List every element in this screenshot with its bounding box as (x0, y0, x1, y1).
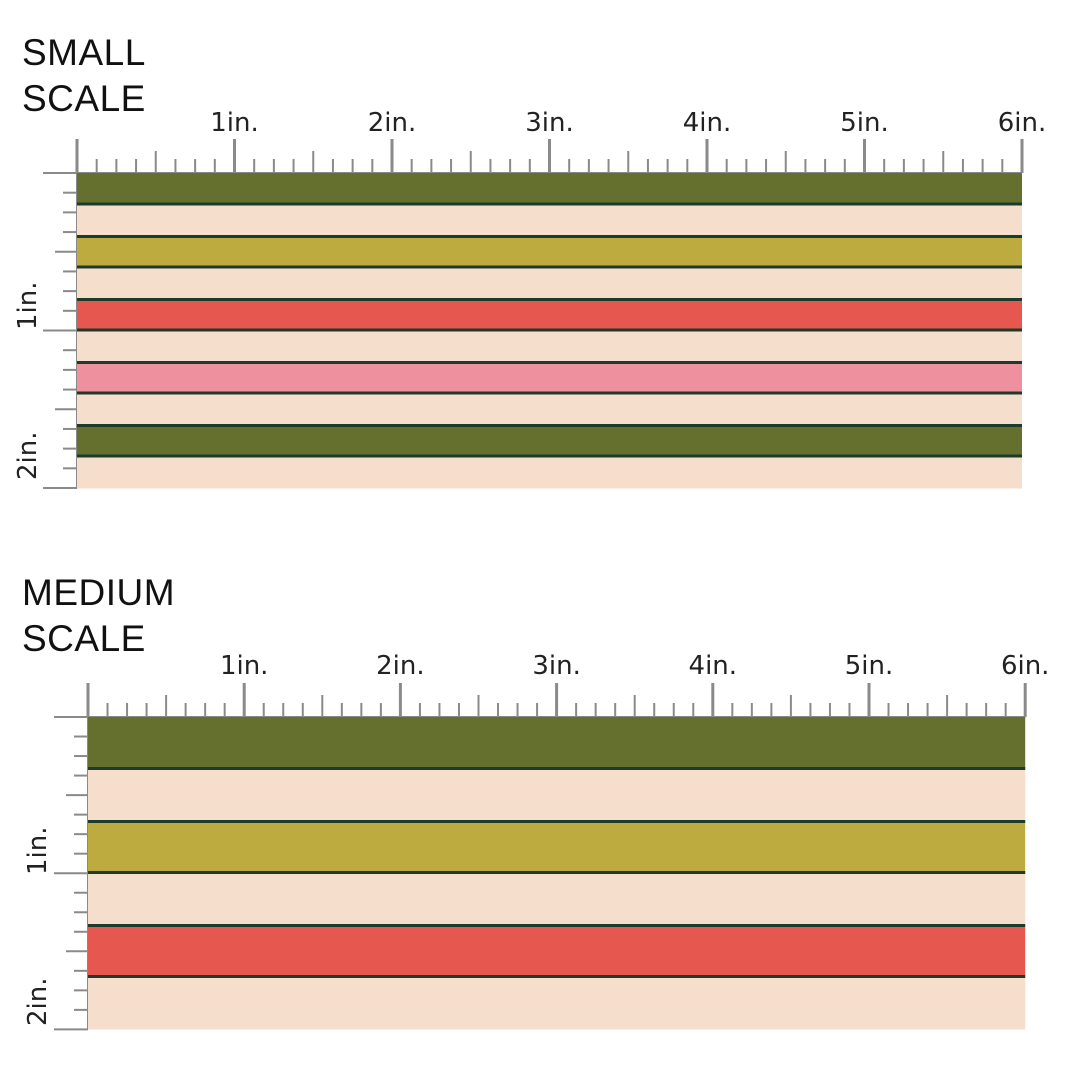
vertical-ruler-label-2in: 2in. (23, 977, 53, 1026)
pinstripe (77, 298, 1022, 301)
ruler-label-6in: 6in. (1001, 651, 1050, 681)
small-scale-title: SMALL SCALE (22, 32, 146, 119)
ruler-label-3in: 3in. (525, 108, 574, 138)
ruler-label-5in: 5in. (845, 651, 894, 681)
pinstripe (77, 202, 1022, 206)
stripe-cream (77, 267, 1022, 300)
pinstripe (88, 975, 1026, 978)
stripe-pink (77, 362, 1022, 394)
pinstripe (77, 328, 1022, 332)
stripe-cream (88, 769, 1026, 822)
stripe-cream (77, 456, 1022, 489)
vertical-ruler-label-1in: 1in. (13, 281, 43, 330)
pinstripe (88, 820, 1026, 823)
ruler-label-5in: 5in. (840, 108, 889, 138)
stripe-coral (88, 925, 1026, 978)
medium-scale-section: MEDIUM SCALE 1in. 2in. 3in. 4in. 5in. 6in. 1in… (0, 540, 1080, 1080)
medium-scale-swatch: 1in. 2in. 3in. 4in. 5in. 6in. 1in. 2in. (23, 651, 1050, 1031)
small-scale-section: SMALL SCALE 1in. 2in. 3in. 4in. 5in. 6in. 1in.… (13, 32, 1047, 489)
ruler-label-4in: 4in. (689, 651, 738, 681)
stripe-olive (77, 425, 1022, 457)
pinstripe (77, 454, 1022, 458)
stripe-mustard (88, 821, 1026, 874)
ruler-label-1in: 1in. (220, 651, 269, 681)
stripe-cream (77, 330, 1022, 363)
stripe-cream (77, 393, 1022, 426)
stripe-coral (77, 299, 1022, 331)
ruler-label-4in: 4in. (683, 108, 732, 138)
stripe-olive (88, 717, 1026, 770)
ruler-label-1in: 1in. (210, 108, 259, 138)
vertical-ruler-label-1in: 1in. (23, 826, 53, 875)
pinstripe (77, 265, 1022, 269)
pinstripe (88, 924, 1026, 927)
ruler-label-2in: 2in. (376, 651, 425, 681)
pinstripe (77, 361, 1022, 364)
ruler-label-6in: 6in. (998, 108, 1047, 138)
pinstripe (88, 871, 1026, 874)
pinstripe (77, 424, 1022, 427)
ruler-label-2in: 2in. (368, 108, 417, 138)
small-scale-swatch: 1in. 2in. 3in. 4in. 5in. 6in. 1in. 2in. (13, 108, 1047, 489)
pinstripe (77, 391, 1022, 395)
stripe-mustard (77, 236, 1022, 268)
stripe-cream (88, 873, 1026, 926)
vertical-ruler-label-2in: 2in. (13, 431, 43, 480)
pinstripe (77, 235, 1022, 238)
stripe-cream (88, 977, 1026, 1030)
pinstripe (88, 767, 1026, 770)
stripe-cream (77, 204, 1022, 237)
ruler-label-3in: 3in. (532, 651, 581, 681)
stripe-olive (77, 173, 1022, 205)
medium-scale-title: MEDIUM SCALE (22, 572, 176, 659)
